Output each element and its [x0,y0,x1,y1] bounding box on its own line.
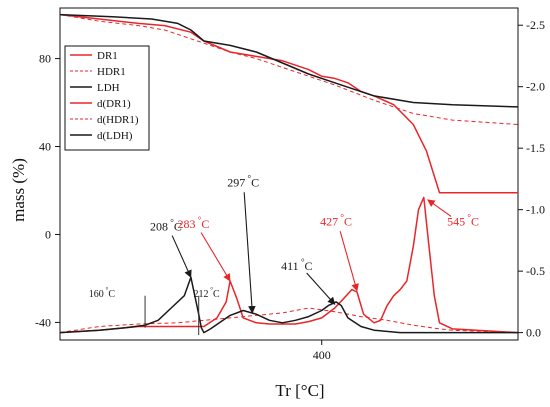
plot-frame [59,7,519,341]
annotation-2: 297 °C [227,173,259,189]
legend-box [64,45,150,151]
y2-tick-label-3: -1.0 [526,203,545,217]
annotation-1: 283 °C [178,215,210,231]
annotation-arrow-5 [427,199,452,217]
legend-label-5: d(LDH) [97,130,133,142]
series-0-line [59,13,518,194]
annotation-arrow-0 [171,235,192,278]
annotation-arrow-2 [243,192,256,314]
y2-tick-label-5: 0.0 [526,326,541,340]
annotation-5: 545 °C [447,213,479,229]
annotation-arrow-3 [306,272,336,305]
y-axis-label: mass (%) [9,158,28,222]
y-tick-label-1: 40 [39,140,51,154]
series-2-line [59,13,519,108]
x-axis-label: Tr [°C] [275,381,324,400]
annotation-4: 427 °C [320,213,352,229]
y2-tick-label-0: -2.5 [526,18,545,32]
y2-tick-label-4: -0.5 [526,264,545,278]
x-tick-label-0: 400 [313,348,331,362]
series-3-line [59,196,519,334]
series-4-line [59,307,519,334]
legend: DR1 HDR1 LDH d(DR1) d(HDR1) d(LDH) [64,45,150,151]
annotation-arrow-4 [339,231,359,292]
y-tick-label-3: -40 [35,315,51,329]
legend-label-0: DR1 [97,50,118,62]
y2-tick-label-2: -1.5 [526,141,545,155]
y2-tick-label-1: -2.0 [526,80,545,94]
y-tick-label-0: 80 [39,52,51,66]
y-tick-label-2: 0 [45,227,51,241]
legend-label-1: HDR1 [97,66,126,78]
legend-label-4: d(HDR1) [97,114,139,126]
annotation-6: 160 °C [89,286,116,300]
annotation-7: 212 °C [193,286,220,300]
annotation-3: 411 °C [281,257,312,273]
legend-label-2: LDH [97,82,120,94]
annotation-0: 208 °C [150,218,182,234]
annotation-arrow-1 [200,232,231,282]
legend-label-3: d(DR1) [97,98,131,110]
